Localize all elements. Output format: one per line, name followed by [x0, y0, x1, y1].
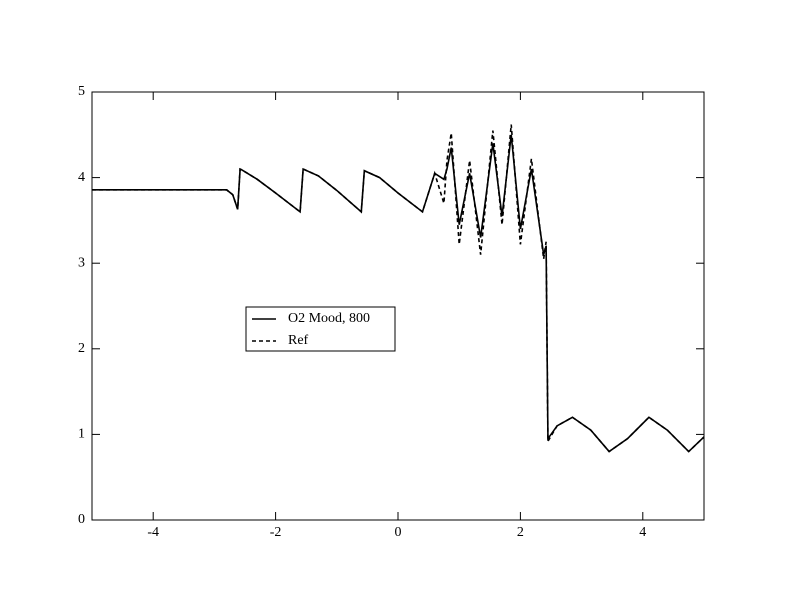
y-tick-label: 1	[78, 427, 85, 442]
legend-label: O2 Mood, 800	[288, 311, 370, 326]
data-line	[92, 124, 705, 453]
y-tick-label: 2	[78, 341, 85, 356]
legend-box	[245, 306, 396, 352]
x-tick-label: 2	[517, 525, 524, 540]
legend-label: Ref	[288, 333, 309, 348]
x-tick-label: -2	[270, 525, 282, 540]
y-tick-label: 3	[78, 255, 85, 270]
y-tick-label: 0	[78, 512, 85, 527]
data-line	[92, 134, 705, 453]
plot-frame	[91, 91, 705, 521]
x-tick-label: 4	[639, 525, 646, 540]
y-tick-label: 5	[78, 84, 85, 99]
y-tick-label: 4	[78, 170, 85, 185]
x-tick-label: 0	[395, 525, 402, 540]
x-tick-label: -4	[147, 525, 159, 540]
